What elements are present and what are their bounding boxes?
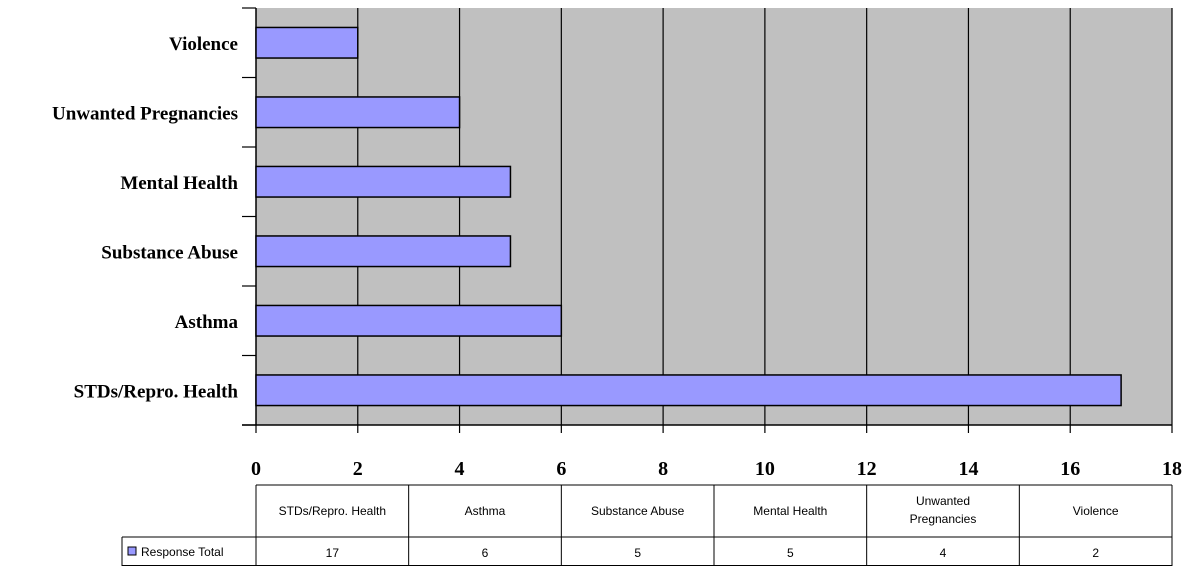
bar-stds-repro-health[interactable]: [255, 374, 1122, 407]
category-label-asthma: Asthma: [175, 312, 239, 333]
table-value-substance-abuse: 5: [634, 546, 641, 560]
bar-unwanted-pregnancies[interactable]: [255, 96, 461, 129]
bar-asthma[interactable]: [255, 304, 563, 337]
table-value-mental-health: 5: [787, 546, 794, 560]
table-header-violence: Violence: [1073, 504, 1119, 518]
legend-label: Response Total: [141, 545, 224, 559]
table-value-unwanted-pregnancies: 4: [940, 546, 947, 560]
bar-violence[interactable]: [255, 26, 359, 59]
category-label-mental-health: Mental Health: [120, 173, 238, 194]
x-tick-label-4: 4: [455, 458, 465, 480]
x-tick-label-6: 6: [556, 458, 566, 480]
table-header-unwanted-pregnancies-line1: Unwanted: [916, 494, 970, 508]
table-header-unwanted-pregnancies-line2: Pregnancies: [910, 512, 977, 526]
category-label-substance-abuse: Substance Abuse: [101, 242, 238, 263]
bar-mental-health[interactable]: [255, 165, 512, 198]
table-header-stds-repro-health: STDs/Repro. Health: [279, 504, 386, 518]
table-header-asthma: Asthma: [465, 504, 506, 518]
category-label-unwanted-pregnancies: Unwanted Pregnancies: [52, 103, 238, 124]
category-label-violence: Violence: [169, 34, 238, 55]
table-header-substance-abuse: Substance Abuse: [591, 504, 685, 518]
category-label-stds-repro-health: STDs/Repro. Health: [74, 381, 239, 402]
x-tick-label-14: 14: [958, 458, 978, 480]
x-tick-label-2: 2: [353, 458, 363, 480]
table-header-mental-health: Mental Health: [753, 504, 827, 518]
x-tick-label-8: 8: [658, 458, 668, 480]
legend-key: [127, 546, 137, 556]
table-value-asthma: 6: [482, 546, 489, 560]
table-value-stds-repro-health: 17: [326, 546, 340, 560]
x-tick-label-12: 12: [857, 458, 877, 480]
x-tick-label-16: 16: [1060, 458, 1080, 480]
table-value-violence: 2: [1092, 546, 1099, 560]
x-tick-label-10: 10: [755, 458, 775, 480]
plot-area: [256, 8, 1172, 425]
x-tick-label-0: 0: [251, 458, 261, 480]
bar-substance-abuse[interactable]: [255, 235, 512, 268]
x-tick-label-18: 18: [1162, 458, 1182, 480]
